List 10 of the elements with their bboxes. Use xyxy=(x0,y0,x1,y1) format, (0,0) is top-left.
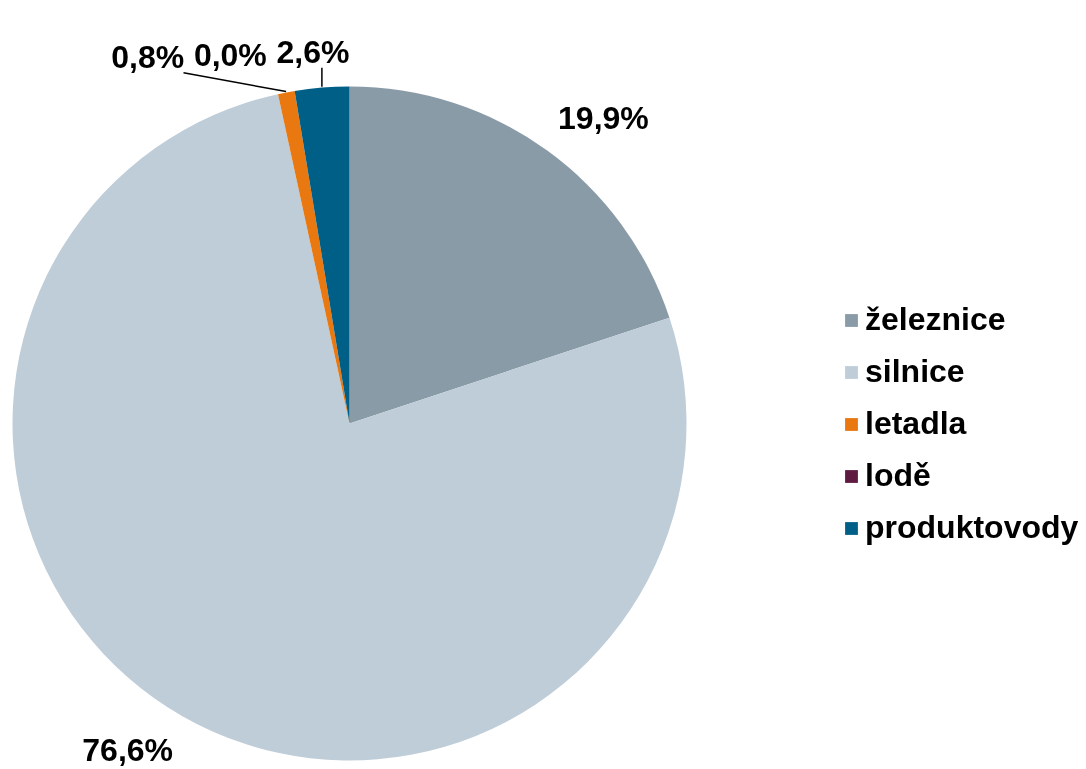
data-label: 76,6% xyxy=(82,731,174,768)
data-label: 0,8% xyxy=(111,38,185,75)
legend-label: produktovody xyxy=(865,509,1079,546)
legend-label: letadla xyxy=(865,405,967,442)
data-label: 2,6% xyxy=(276,33,350,70)
text: 0,0% xyxy=(193,37,267,74)
data-label: 19,9% xyxy=(558,100,649,137)
legend-label: silnice xyxy=(865,353,965,390)
legend-label: lodě xyxy=(865,457,931,494)
legend-label: železnice xyxy=(865,301,1006,338)
